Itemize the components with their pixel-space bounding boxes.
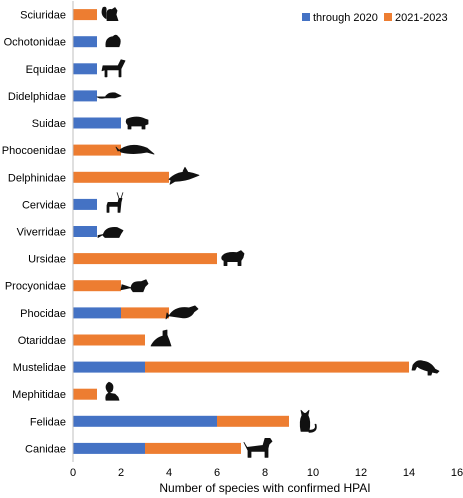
x-tick-label-2: 2 xyxy=(118,467,124,479)
bar-canidae-series-1 xyxy=(145,442,241,454)
x-tick-labels: 0 2 4 6 8 10 12 14 16 xyxy=(70,467,463,479)
category-label-ursidae: Ursidae xyxy=(28,254,66,266)
horse-icon xyxy=(101,59,126,78)
bar-felidae-series-0 xyxy=(73,415,217,427)
legend: through 2020 2021-2023 xyxy=(302,12,448,24)
icons-group xyxy=(96,6,440,458)
category-label-delphinidae: Delphinidae xyxy=(8,172,66,184)
bar-ursidae-series-1 xyxy=(73,253,217,265)
bar-mustelidae-series-0 xyxy=(73,361,145,373)
sea-lion-icon xyxy=(150,329,172,347)
category-label-phocidae: Phocidae xyxy=(20,308,66,320)
x-tick-label-0: 0 xyxy=(70,467,76,479)
x-tick-label-6: 6 xyxy=(214,467,220,479)
seal-icon xyxy=(165,305,199,320)
squirrel-icon xyxy=(101,6,119,22)
category-label-phocoenidae: Phocoenidae xyxy=(2,145,66,157)
category-label-equidae: Equidae xyxy=(26,64,66,76)
bar-otariddae-series-1 xyxy=(73,334,145,346)
pika-icon xyxy=(105,34,121,48)
bear-icon xyxy=(221,250,245,267)
skunk-icon xyxy=(105,381,120,401)
legend-label-through-2020: through 2020 xyxy=(313,12,378,24)
x-tick-label-8: 8 xyxy=(262,467,268,479)
bar-mustelidae-series-1 xyxy=(145,361,409,373)
deer-icon xyxy=(106,192,124,213)
bars-group xyxy=(73,9,409,454)
ferret-icon xyxy=(411,360,440,376)
dog-icon xyxy=(243,437,273,458)
category-label-cervidae: Cervidae xyxy=(22,199,66,211)
legend-swatch-2021-2023 xyxy=(384,13,392,21)
category-label-sciuridae: Sciuridae xyxy=(20,10,66,22)
x-tick-label-10: 10 xyxy=(307,467,319,479)
category-label-viverridae: Viverridae xyxy=(17,227,66,239)
category-labels: Sciuridae Ochotonidae Equidae Didelphidae Su… xyxy=(2,10,66,456)
category-label-otariddae: Otariddae xyxy=(18,335,66,347)
bar-delphinidae-series-1 xyxy=(73,171,169,183)
category-label-suidae: Suidae xyxy=(32,118,66,130)
bar-equidae-series-0 xyxy=(73,63,97,75)
bar-suidae-series-0 xyxy=(73,117,121,129)
category-label-procyonidae: Procyonidae xyxy=(5,281,66,293)
category-label-canidae: Canidae xyxy=(25,443,66,455)
bar-canidae-series-0 xyxy=(73,442,145,454)
bar-phocidae-series-0 xyxy=(73,307,121,319)
x-axis-title: Number of species with confirmed HPAI xyxy=(159,481,370,495)
bar-ochotonidae-series-0 xyxy=(73,36,97,48)
pig-icon xyxy=(125,116,149,130)
category-label-didelphidae: Didelphidae xyxy=(8,91,66,103)
bar-cervidae-series-0 xyxy=(73,198,97,210)
x-tick-label-4: 4 xyxy=(166,467,172,479)
category-label-mephitidae: Mephitidae xyxy=(12,389,66,401)
cat-icon xyxy=(299,409,317,433)
opossum-icon xyxy=(96,92,122,99)
porpoise-icon xyxy=(115,144,155,155)
legend-swatch-through-2020 xyxy=(302,13,310,21)
bar-felidae-series-1 xyxy=(217,415,289,427)
bar-didelphidae-series-0 xyxy=(73,90,97,102)
category-label-mustelidae: Mustelidae xyxy=(13,362,66,374)
bar-phocoenidae-series-1 xyxy=(73,144,121,156)
bar-viverridae-series-0 xyxy=(73,226,97,237)
dolphin-icon xyxy=(168,166,200,185)
category-label-felidae: Felidae xyxy=(30,416,66,428)
bar-phocidae-series-1 xyxy=(121,307,169,319)
civet-icon xyxy=(97,227,124,238)
bar-procyonidae-series-1 xyxy=(73,280,121,292)
x-tick-label-14: 14 xyxy=(403,467,415,479)
bar-sciuridae-series-1 xyxy=(73,9,97,21)
legend-label-2021-2023: 2021-2023 xyxy=(395,12,448,24)
raccoon-icon xyxy=(120,279,149,293)
category-label-ochotonidae: Ochotonidae xyxy=(4,37,66,49)
x-tick-label-16: 16 xyxy=(451,467,463,479)
x-tick-label-12: 12 xyxy=(355,467,367,479)
bar-mephitidae-series-1 xyxy=(73,388,97,400)
